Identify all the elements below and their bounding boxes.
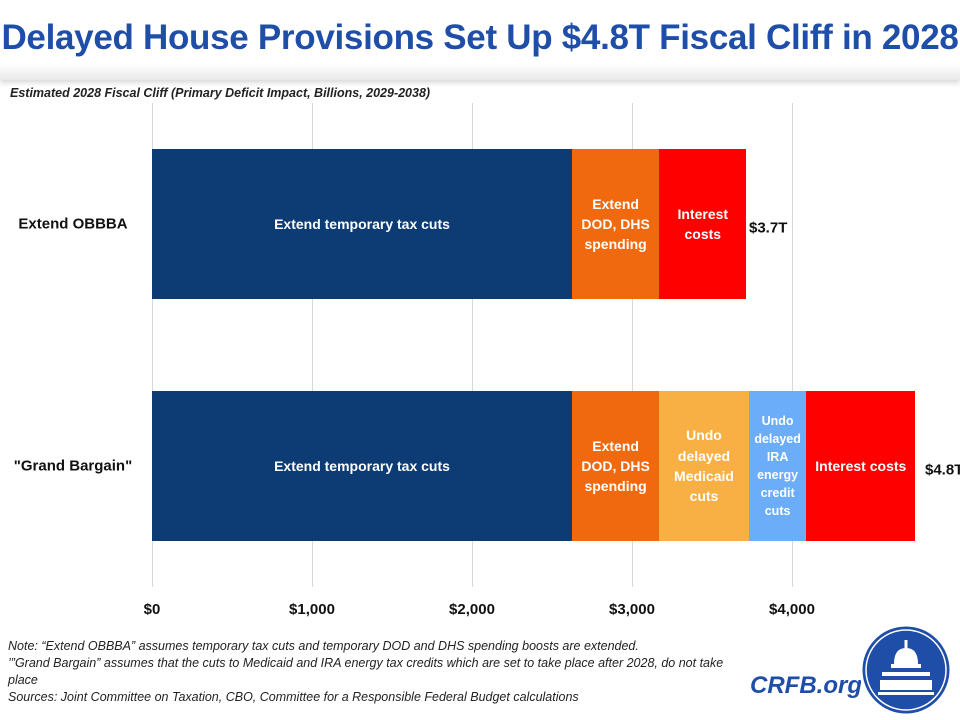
note-line: ’”Grand Bargain” assumes that the cuts t… — [8, 656, 724, 687]
grid-line — [472, 103, 473, 587]
x-tick-label: $2,000 — [449, 601, 495, 618]
logo-text: CRFB.org — [750, 672, 862, 699]
grid-line — [792, 103, 793, 587]
bar-segment: Extend temporary tax cuts — [152, 149, 572, 299]
segment-label: Undo delayed Medicaid cuts — [674, 427, 734, 505]
grid-line — [632, 103, 633, 587]
bar-segment: Extend temporary tax cuts — [152, 391, 572, 541]
grid-line — [312, 103, 313, 587]
y-tick-label: Extend OBBBA — [18, 215, 128, 233]
note-line: Note: “Extend OBBBA” assumes temporary t… — [8, 639, 639, 653]
segment-label: Undo delayed IRA energy credit cuts — [754, 413, 801, 519]
x-tick-label: $1,000 — [289, 601, 335, 618]
notes: Note: “Extend OBBBA” assumes temporary t… — [8, 638, 748, 706]
bar-segment: Extend DOD, DHS spending — [572, 149, 660, 299]
segment-label: Interest costs — [815, 457, 907, 474]
chart-title: Delayed House Provisions Set Up $4.8T Fi… — [1, 18, 959, 57]
note-line: Sources: Joint Committee on Taxation, CB… — [8, 690, 579, 704]
bar-segment: Extend DOD, DHS spending — [572, 391, 660, 541]
title-band — [0, 0, 960, 80]
segment-label: Extend DOD, DHS spending — [581, 437, 650, 495]
x-tick-label: $0 — [143, 601, 161, 618]
segment-label: Extend temporary tax cuts — [274, 457, 450, 474]
x-tick-label: $3,000 — [609, 601, 655, 618]
y-tick-label: "Grand Bargain" — [13, 457, 133, 475]
bar-segment: Undo delayed IRA energy credit cuts — [748, 391, 807, 541]
segment-label: Extend DOD, DHS spending — [581, 195, 650, 253]
total-label: $4.8T — [925, 461, 960, 479]
bar-segment: Interest costs — [659, 149, 747, 299]
grid-line — [152, 103, 153, 587]
segment-label: Extend temporary tax cuts — [274, 215, 450, 232]
x-tick-label: $4,000 — [769, 601, 815, 618]
logo-seal — [859, 623, 953, 717]
chart-subtitle: Estimated 2028 Fiscal Cliff (Primary Def… — [10, 86, 431, 100]
bar-segment: Undo delayed Medicaid cuts — [659, 391, 749, 541]
bar-segment: Interest costs — [806, 391, 916, 541]
segment-label: Interest costs — [677, 205, 729, 242]
total-label: $3.7T — [749, 219, 788, 237]
